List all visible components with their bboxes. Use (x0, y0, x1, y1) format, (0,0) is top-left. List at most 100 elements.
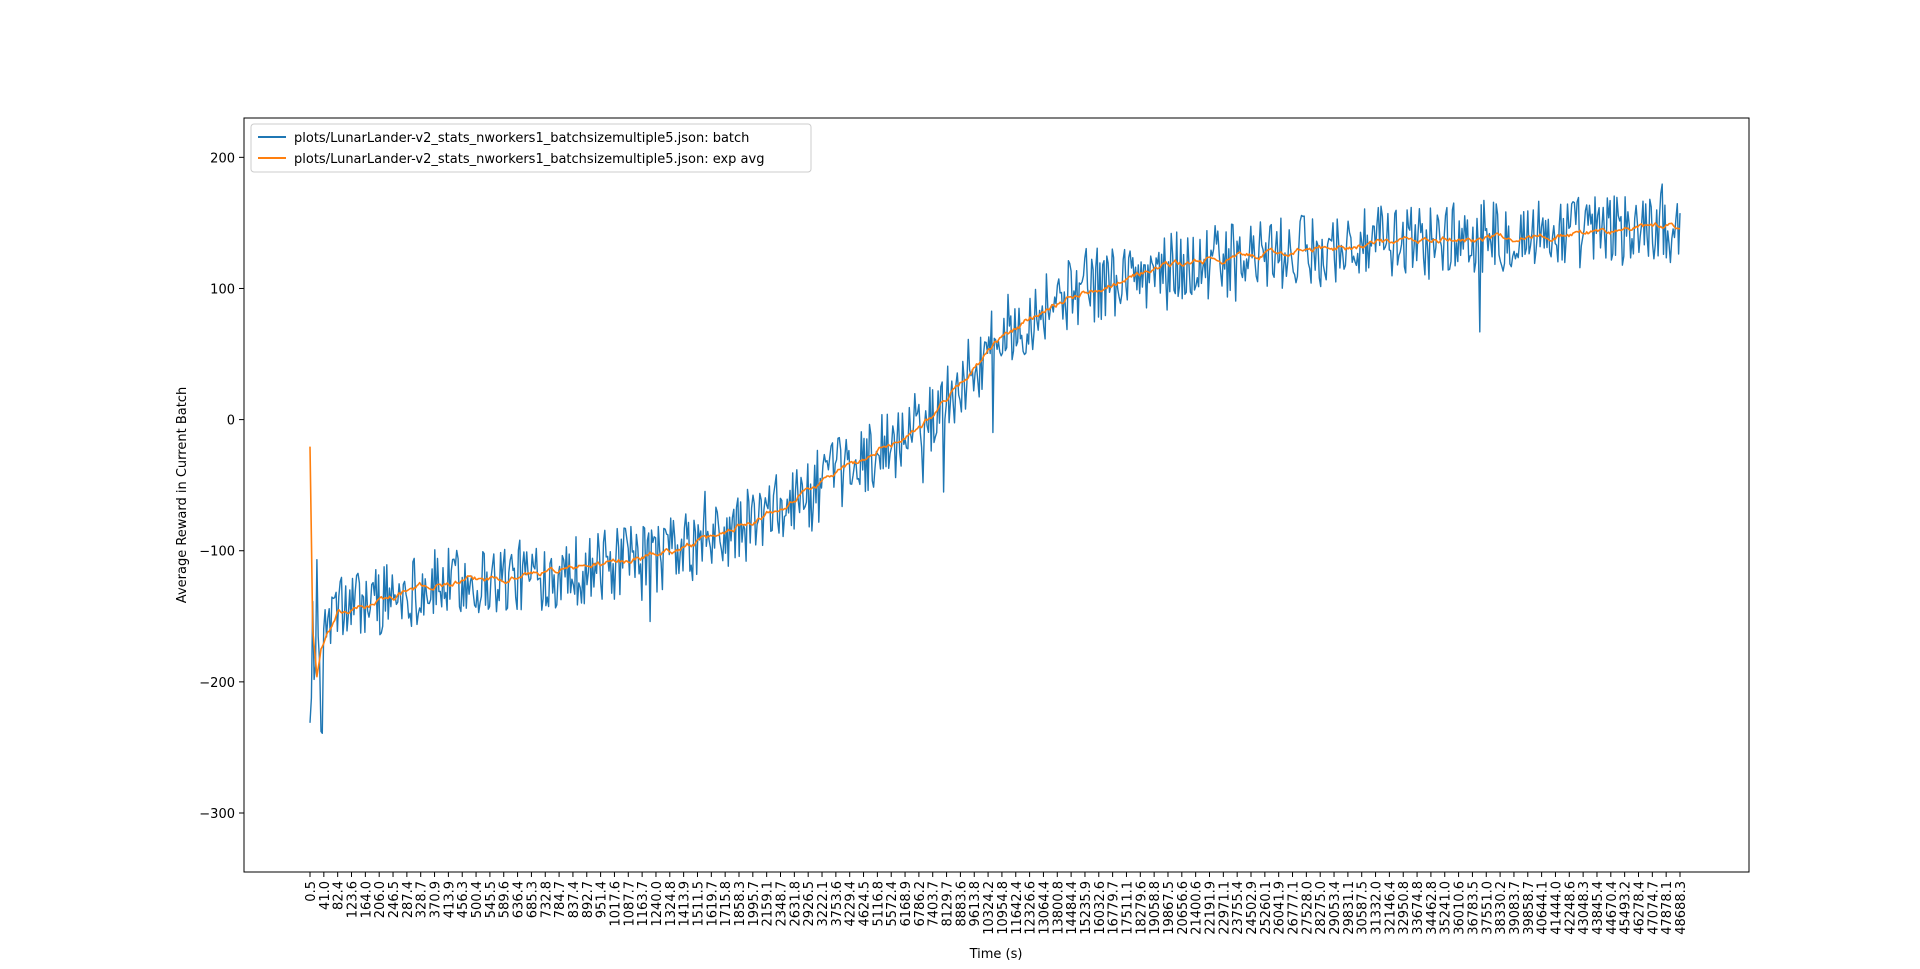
legend-label-exp-avg: plots/LunarLander-v2_stats_nworkers1_bat… (294, 152, 764, 167)
x-tick-label: 48688.3 (1674, 881, 1689, 935)
x-tick-label: 10954.8 (996, 881, 1011, 935)
x-tick-label: 19867.5 (1162, 881, 1177, 935)
x-tick-label: 1511.5 (691, 881, 706, 927)
x-tick-label: 37551.0 (1480, 881, 1495, 935)
x-tick-label: 951.4 (595, 881, 610, 918)
x-tick-label: 456.3 (456, 881, 471, 918)
x-tick-label: 2348.7 (775, 881, 790, 927)
x-tick-label: 1858.3 (733, 881, 748, 927)
x-tick-label: 26777.1 (1287, 881, 1302, 935)
x-tick-label: 2631.8 (788, 881, 803, 927)
x-tick-label: 8883.6 (954, 881, 969, 927)
x-tick-label: 837.4 (567, 881, 582, 918)
x-tick-label: 0.5 (304, 881, 319, 902)
x-tick-label: 41444.0 (1549, 881, 1564, 935)
x-tick-label: 36783.5 (1466, 881, 1481, 935)
x-tick-label: 1324.8 (664, 881, 679, 927)
x-tick-label: 2926.5 (802, 881, 817, 927)
x-tick-label: 328.7 (415, 881, 430, 918)
x-tick-label: 47074.7 (1646, 881, 1661, 935)
x-tick-label: 30587.5 (1356, 881, 1371, 935)
x-tick-label: 6786.2 (913, 881, 928, 927)
x-tick-label: 1240.0 (650, 881, 665, 927)
x-tick-label: 20656.6 (1176, 881, 1191, 935)
x-tick-label: 19058.8 (1148, 881, 1163, 935)
x-tick-label: 22971.1 (1217, 881, 1232, 935)
x-tick-label: 41.0 (318, 881, 333, 910)
x-tick-label: 7403.7 (927, 881, 942, 927)
x-tick-label: 33674.8 (1411, 881, 1426, 935)
x-tick-label: 2159.1 (761, 881, 776, 927)
x-tick-label: 732.8 (539, 881, 554, 918)
x-tick-label: 39858.7 (1522, 881, 1537, 935)
x-tick-label: 5116.8 (871, 881, 886, 927)
x-axis: 0.541.082.4123.6164.0206.0246.5287.4328.… (304, 872, 1689, 935)
x-tick-label: 31332.0 (1370, 881, 1385, 935)
x-tick-label: 685.3 (525, 881, 540, 918)
x-tick-label: 29053.4 (1328, 881, 1343, 935)
x-tick-label: 32146.4 (1383, 881, 1398, 935)
x-tick-label: 1413.9 (678, 881, 693, 927)
x-tick-label: 5572.4 (885, 881, 900, 927)
y-tick-label: −100 (199, 545, 235, 560)
x-tick-label: 82.4 (332, 881, 347, 910)
x-tick-label: 12326.6 (1024, 881, 1039, 935)
x-tick-label: 287.4 (401, 881, 416, 918)
x-tick-label: 38330.2 (1494, 881, 1509, 935)
legend-label-batch: plots/LunarLander-v2_stats_nworkers1_bat… (294, 131, 749, 146)
x-tick-label: 15235.9 (1079, 881, 1094, 935)
x-tick-label: 1619.7 (705, 881, 720, 927)
x-tick-label: 892.7 (581, 881, 596, 918)
x-tick-label: 1087.7 (622, 881, 637, 927)
x-tick-label: 14484.4 (1065, 881, 1080, 935)
x-tick-label: 47878.1 (1660, 881, 1675, 935)
x-tick-label: 4229.4 (844, 881, 859, 927)
x-tick-label: 13064.4 (1037, 881, 1052, 935)
legend: plots/LunarLander-v2_stats_nworkers1_bat… (250, 123, 812, 173)
x-tick-label: 22191.9 (1203, 881, 1218, 935)
x-tick-label: 9613.8 (968, 881, 983, 927)
x-tick-label: 28275.0 (1314, 881, 1329, 935)
y-tick-label: −300 (199, 807, 235, 822)
x-tick-label: 25260.1 (1259, 881, 1274, 935)
x-tick-label: 18279.6 (1134, 881, 1149, 935)
series-line-batch (309, 183, 1681, 734)
x-tick-label: 42248.6 (1563, 881, 1578, 935)
series-layer (309, 183, 1681, 734)
x-tick-label: 43048.3 (1577, 881, 1592, 935)
x-tick-label: 4624.5 (858, 881, 873, 927)
x-tick-label: 6168.9 (899, 881, 914, 927)
x-tick-label: 164.0 (359, 881, 374, 918)
x-tick-label: 45493.2 (1619, 881, 1634, 935)
y-tick-label: 200 (210, 151, 235, 166)
x-tick-label: 29831.1 (1342, 881, 1357, 935)
x-tick-label: 23755.4 (1231, 881, 1246, 935)
y-tick-label: 0 (227, 414, 235, 429)
x-tick-label: 1715.8 (719, 881, 734, 927)
x-tick-label: 16032.6 (1093, 881, 1108, 935)
x-tick-label: 370.9 (429, 881, 444, 918)
x-tick-label: 27528.0 (1300, 881, 1315, 935)
x-tick-label: 246.5 (387, 881, 402, 918)
x-tick-label: 36010.6 (1453, 881, 1468, 935)
x-tick-label: 32950.8 (1397, 881, 1412, 935)
x-tick-label: 26041.9 (1273, 881, 1288, 935)
series-line-exp-avg (309, 222, 1681, 678)
x-tick-label: 44670.4 (1605, 881, 1620, 935)
x-axis-label: Time (s) (969, 947, 1023, 962)
legend-box (250, 123, 812, 173)
x-tick-label: 1995.7 (747, 881, 762, 927)
x-tick-label: 46278.4 (1632, 881, 1647, 935)
y-axis: −300 −200 −100 0 100 200 (199, 151, 244, 822)
x-tick-label: 413.9 (442, 881, 457, 918)
x-tick-label: 34462.8 (1425, 881, 1440, 935)
x-tick-label: 636.4 (512, 881, 527, 918)
x-tick-label: 43845.4 (1591, 881, 1606, 935)
x-tick-label: 1017.6 (608, 881, 623, 927)
x-tick-label: 8129.7 (941, 881, 956, 927)
x-tick-label: 13800.8 (1051, 881, 1066, 935)
x-tick-label: 40644.1 (1536, 881, 1551, 935)
x-tick-label: 17511.1 (1120, 881, 1135, 935)
y-axis-label: Average Reward in Current Batch (175, 387, 190, 603)
